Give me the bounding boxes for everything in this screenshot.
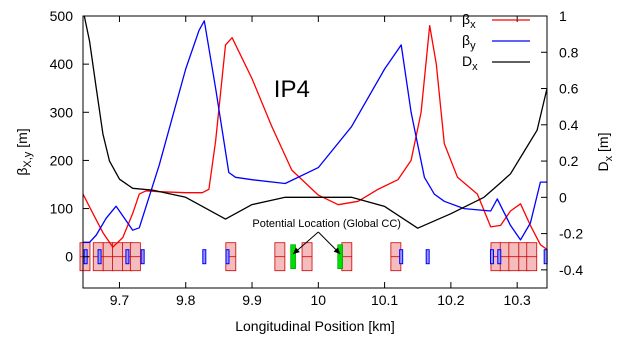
y-left-tick-label: 100 bbox=[50, 201, 74, 217]
legend-label: βy bbox=[462, 32, 476, 52]
y-right-tick-label: -0.2 bbox=[559, 226, 583, 242]
y-left-tick-label: 0 bbox=[65, 249, 73, 265]
quadrupole-marker bbox=[97, 249, 102, 265]
crab-cavity-annotation-text: Potential Location (Global CC) bbox=[252, 218, 401, 230]
x-tick-label: 9.9 bbox=[242, 292, 262, 308]
ticks-layer: 9.7 9.8 9.9 10 10.1 10.2 10.30100200300400500-… bbox=[50, 8, 584, 308]
dipole-magnet-marker bbox=[301, 242, 313, 272]
x-tick-label: 10 bbox=[311, 292, 327, 308]
y-right-tick-label: -0.4 bbox=[559, 262, 583, 278]
y-right-tick-label: 0.4 bbox=[559, 117, 579, 133]
y-right-tick-label: 1 bbox=[559, 8, 567, 24]
crab-cavity-annotation: Potential Location (Global CC) bbox=[252, 218, 401, 255]
y-axis-left-label: βX,y [m] bbox=[14, 128, 34, 175]
quadrupole-marker bbox=[489, 249, 494, 265]
legend-entry: Dx bbox=[462, 53, 530, 73]
x-tick-label: 10.2 bbox=[437, 292, 464, 308]
dipole-magnet-marker bbox=[508, 242, 520, 272]
quadrupole-marker bbox=[425, 249, 430, 265]
crab-cavity-marker bbox=[337, 244, 343, 270]
lattice-layer bbox=[79, 242, 548, 272]
quadrupole-marker bbox=[225, 249, 230, 265]
dipole-magnet-marker bbox=[112, 242, 123, 272]
x-axis-label: Longitudinal Position [km] bbox=[235, 318, 395, 334]
annotation-arrow-head bbox=[333, 247, 341, 254]
y-left-tick-label: 200 bbox=[50, 152, 74, 168]
crab-cavity-marker bbox=[290, 244, 296, 270]
x-tick-label: 10.3 bbox=[504, 292, 531, 308]
plot-frame bbox=[82, 15, 548, 289]
ip-annotation: IP4 bbox=[274, 76, 310, 103]
dipole-magnet-marker bbox=[526, 242, 538, 272]
quadrupole-marker bbox=[202, 249, 207, 265]
legend-label: Dx bbox=[462, 53, 478, 73]
series-line-β-x bbox=[82, 24, 548, 251]
quadrupole-marker bbox=[140, 249, 145, 265]
y-right-tick-label: 0.6 bbox=[559, 81, 579, 97]
quadrupole-marker bbox=[497, 249, 502, 265]
dipole-magnet-marker bbox=[129, 242, 141, 272]
x-tick-label: 9.7 bbox=[110, 292, 130, 308]
legend-label: βx bbox=[462, 11, 476, 31]
y-left-tick-label: 500 bbox=[50, 8, 74, 24]
x-tick-label: 9.8 bbox=[176, 292, 196, 308]
y-right-tick-label: 0 bbox=[559, 189, 567, 205]
x-tick-label: 10.1 bbox=[371, 292, 398, 308]
y-axis-right-label: Dx [m] bbox=[595, 133, 615, 172]
dipole-magnet-marker bbox=[341, 242, 353, 272]
quadrupole-marker bbox=[399, 249, 404, 265]
dipole-magnet-marker bbox=[102, 242, 114, 272]
legend-entry: βx bbox=[462, 11, 530, 31]
y-right-tick-label: 0.2 bbox=[559, 153, 579, 169]
y-right-tick-label: 0.8 bbox=[559, 44, 579, 60]
y-left-tick-label: 300 bbox=[50, 104, 74, 120]
series-layer bbox=[82, 15, 548, 251]
series-line-β-y bbox=[83, 20, 547, 243]
quadrupole-marker bbox=[125, 249, 130, 265]
legend-entry: βy bbox=[462, 32, 530, 52]
dipole-magnet-marker bbox=[274, 242, 286, 272]
series-line-D-x bbox=[83, 15, 548, 229]
annotation-arrow-head bbox=[293, 247, 300, 254]
y-left-tick-label: 400 bbox=[50, 56, 74, 72]
